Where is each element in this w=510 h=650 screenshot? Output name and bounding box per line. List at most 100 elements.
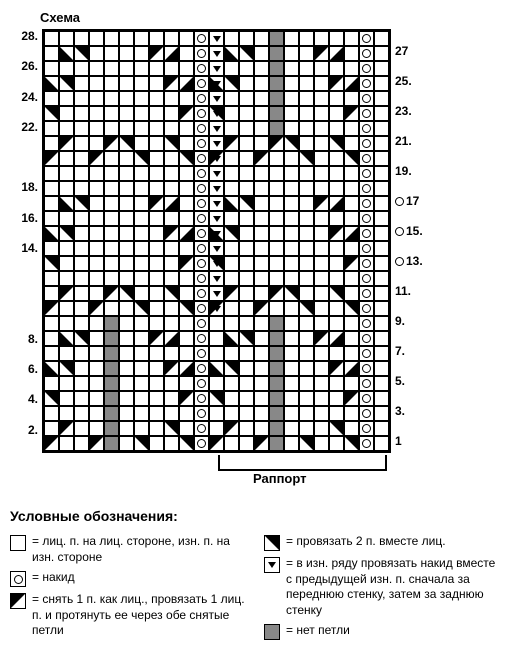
grid-cell xyxy=(119,151,134,166)
grid-cell xyxy=(149,106,164,121)
grid-cell xyxy=(119,166,134,181)
grid-cell xyxy=(374,121,389,136)
grid-cell xyxy=(134,256,149,271)
grid-cell xyxy=(59,271,74,286)
grid-cell xyxy=(179,346,194,361)
grid-cell xyxy=(284,226,299,241)
grid-cell xyxy=(74,46,89,61)
row-label-left xyxy=(10,165,38,180)
grid-cell xyxy=(179,151,194,166)
grid-cell xyxy=(239,181,254,196)
grid-cell xyxy=(194,436,209,451)
grid-cell xyxy=(59,106,74,121)
grid-cell xyxy=(104,331,119,346)
grid-cell xyxy=(314,271,329,286)
grid-cell xyxy=(119,46,134,61)
grid-cell xyxy=(254,31,269,46)
grid-cell xyxy=(299,151,314,166)
grid-cell xyxy=(314,241,329,256)
grid-cell xyxy=(329,76,344,91)
grid-cell xyxy=(359,316,374,331)
row-label-right: 11. xyxy=(395,284,423,299)
row-label-left: 2. xyxy=(10,423,38,438)
grid-cell xyxy=(359,106,374,121)
grid-cell xyxy=(149,136,164,151)
grid-cell xyxy=(104,151,119,166)
grid-cell xyxy=(209,91,224,106)
grid-cell xyxy=(239,391,254,406)
grid-cell xyxy=(344,391,359,406)
grid-cell xyxy=(374,106,389,121)
chart-area: 28.26.24.22.18.16.14.8.6.4.2. 2725.23.21… xyxy=(10,29,500,453)
grid-cell xyxy=(239,31,254,46)
grid-cell xyxy=(149,151,164,166)
row-label-right xyxy=(395,419,423,434)
legend-symbol xyxy=(10,535,26,551)
grid-cell xyxy=(239,61,254,76)
grid-cell xyxy=(104,106,119,121)
grid-cell xyxy=(284,181,299,196)
grid-cell xyxy=(119,211,134,226)
grid-cell xyxy=(104,436,119,451)
grid-cell xyxy=(104,61,119,76)
grid-cell xyxy=(194,46,209,61)
grid-cell xyxy=(299,436,314,451)
grid-cell xyxy=(134,241,149,256)
grid-cell xyxy=(254,211,269,226)
grid-cell xyxy=(89,46,104,61)
row-label-right xyxy=(395,179,423,194)
grid-cell xyxy=(119,31,134,46)
grid-cell xyxy=(209,196,224,211)
grid-cell xyxy=(359,46,374,61)
grid-cell xyxy=(344,286,359,301)
grid-cell xyxy=(74,61,89,76)
grid-cell xyxy=(284,136,299,151)
grid-cell xyxy=(209,76,224,91)
grid-cell xyxy=(149,91,164,106)
grid-cell xyxy=(329,256,344,271)
grid-cell xyxy=(149,271,164,286)
grid-cell xyxy=(194,271,209,286)
grid-cell xyxy=(194,106,209,121)
grid-cell xyxy=(74,211,89,226)
grid-cell xyxy=(239,121,254,136)
grid-cell xyxy=(74,241,89,256)
grid-cell xyxy=(194,361,209,376)
grid-cell xyxy=(269,46,284,61)
grid-cell xyxy=(164,436,179,451)
grid-cell xyxy=(89,286,104,301)
grid-cell xyxy=(89,406,104,421)
grid-cell xyxy=(44,436,59,451)
grid-cell xyxy=(254,181,269,196)
grid-cell xyxy=(149,46,164,61)
grid-cell xyxy=(374,91,389,106)
grid-cell xyxy=(59,376,74,391)
grid-cell xyxy=(104,271,119,286)
grid-cell xyxy=(164,316,179,331)
grid-cell xyxy=(284,76,299,91)
grid-cell xyxy=(164,46,179,61)
grid-cell xyxy=(44,316,59,331)
grid-cell xyxy=(194,376,209,391)
grid-cell xyxy=(194,61,209,76)
grid-cell xyxy=(284,331,299,346)
grid-cell xyxy=(224,361,239,376)
grid-cell xyxy=(344,346,359,361)
grid-cell xyxy=(104,256,119,271)
grid-cell xyxy=(239,376,254,391)
grid-cell xyxy=(59,256,74,271)
grid-cell xyxy=(164,376,179,391)
grid-cell xyxy=(119,226,134,241)
grid-cell xyxy=(269,181,284,196)
legend-text: = нет петли xyxy=(286,623,350,639)
grid-cell xyxy=(59,166,74,181)
grid-cell xyxy=(104,391,119,406)
row-label-right: 23. xyxy=(395,104,423,119)
legend-columns: = лиц. п. на лиц. стороне, изн. п. на из… xyxy=(10,534,500,640)
grid-cell xyxy=(209,331,224,346)
grid-cell xyxy=(209,376,224,391)
grid-cell xyxy=(104,136,119,151)
grid-cell xyxy=(164,406,179,421)
grid-cell xyxy=(284,211,299,226)
grid-cell xyxy=(314,121,329,136)
